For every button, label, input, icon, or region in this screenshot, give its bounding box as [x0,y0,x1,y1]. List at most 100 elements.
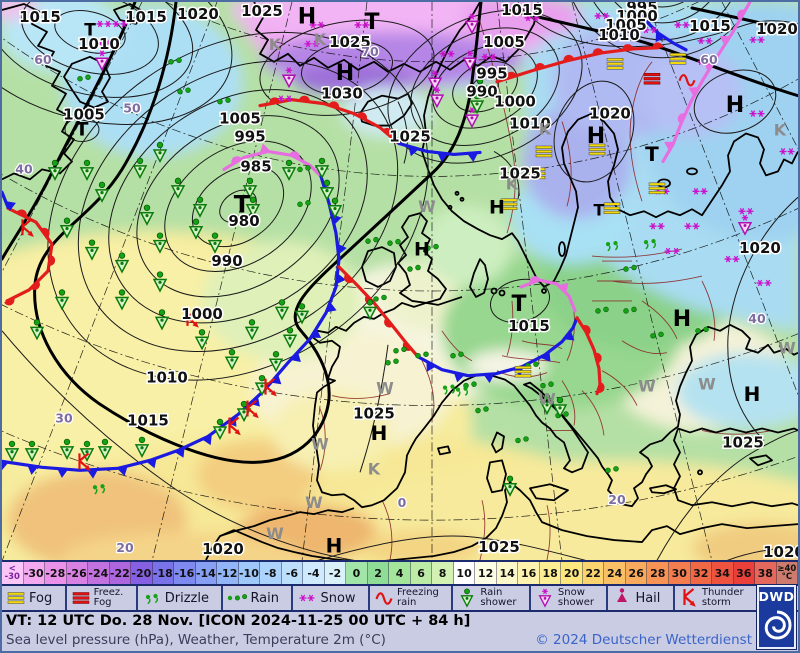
front-warm [495,42,664,84]
pressure-label: 980 [228,212,259,230]
temp-scale-cell: 14 [496,562,519,584]
temp-scale-cell: 32 [690,562,713,584]
temp-scale-cell: 16 [518,562,540,584]
legend-item-thunderstorm: Thunder storm [675,586,756,610]
pressure-label: 1015 [19,8,61,26]
wx-fog-symbol [603,202,621,214]
airmass-W: W [266,524,284,543]
pressure-label: 1020 [202,540,244,558]
high-center-H: H [336,61,354,86]
pressure-label: 1015 [689,17,731,35]
high-center-H: H [587,124,605,149]
graticule-label: 60 [700,52,718,67]
pressure-label: 1020 [589,105,631,123]
pressure-label: 1025 [389,128,431,146]
graticule-label: 60 [34,52,52,67]
temp-scale-cell: -30 [23,562,46,584]
graticule-label: 30 [55,411,73,426]
dwd-logo-text: DWD [758,589,795,604]
temp-scale-cell: 12 [475,562,497,584]
temp-scale-cell: -16 [174,562,196,584]
pressure-label: 1025 [329,33,371,51]
legend-item-rain: Rain [223,586,294,610]
pressure-label: 1015 [127,412,169,430]
pressure-label: 1005 [63,106,105,124]
airmass-K: K [368,459,381,478]
airmass-W: W [376,379,394,398]
country-borders [319,21,773,560]
pressure-label: 1000 [494,93,536,111]
pressure-label: 1005 [605,16,647,34]
graticule-label: 40 [748,311,766,326]
subtitle-line: Sea level pressure (hPa), Weather, Tempe… [2,632,798,651]
airmass-W: W [418,197,436,216]
pressure-label: 995 [626,2,657,16]
temperature-field [2,2,798,560]
temp-scale-cell: 36 [733,562,756,584]
snow-icon [296,587,318,609]
pressure-label: 1010 [146,369,188,387]
temp-scale-cell: 28 [647,562,669,584]
pressure-label: 1020 [177,5,219,23]
high-center-H: H [744,382,761,406]
front-cold [2,190,16,212]
copyright-text: © 2024 Deutscher Wetterdienst [535,632,752,648]
temp-scale-cell: -8 [260,562,282,584]
airmass-K: K [269,35,282,54]
temp-scale-cell: -22 [109,562,132,584]
wx-fog-symbol [606,58,624,70]
valid-time-text: VT: 12 UTC Do. 28 Nov. [ICON 2024-11-25 … [6,613,471,629]
low-center-T: T [364,10,379,35]
temp-scale-cell: -10 [238,562,261,584]
temp-scale-cell: 4 [389,562,411,584]
legend-item-label: Fog [29,590,53,606]
pressure-label: 995 [476,65,507,83]
temp-scale-cell: 20 [561,562,583,584]
rain-shower-icon [456,587,478,609]
pressure-label: 1015 [501,2,543,19]
pressure-label: 985 [240,157,271,175]
temp-scale-cell: -6 [281,562,304,584]
legend-item-snow-shower: Snow shower [531,586,609,610]
airmass-K: K [506,174,519,193]
wx-fog-symbol [514,365,532,378]
pressure-label: 1025 [353,405,395,423]
weather-legend: Fog Freez. Fog Drizzle Rain Snow Freezing rai… [2,586,798,612]
legend-item-label: Snow [320,590,356,606]
temp-scale-cell: 10 [453,562,476,584]
airmass-W: W [305,493,323,512]
temp-scale-cell: 18 [539,562,562,584]
high-center-H: H [414,238,430,260]
graticule-label: 0 [398,495,407,510]
front-cold [628,2,688,52]
legend-item-label: Freez. Fog [93,587,124,608]
pressure-label: 1025 [499,164,541,182]
high-center-H: H [673,307,691,332]
high-center-H: H [489,196,505,218]
legend-item-freezing-rain: Freezing rain [370,586,454,610]
pressure-label: 1030 [321,85,363,103]
legend-item-freezing-fog: Freez. Fog [67,586,138,610]
pressure-label: 1005 [483,33,525,51]
pressure-label: 1015 [125,8,167,26]
pressure-label: 1020 [756,20,798,38]
pressure-label: 1015 [508,317,550,335]
pressure-label: 1010 [78,35,120,53]
front-occluded [661,2,752,164]
temp-scale-cell: -20 [131,562,153,584]
low-center-T: T [76,119,89,141]
valid-time-line: VT: 12 UTC Do. 28 Nov. [ICON 2024-11-25 … [2,612,798,632]
temp-scale-cell: -18 [152,562,175,584]
legend-item-rain-shower: Rain shower [453,586,531,610]
temp-scale-cell: 26 [625,562,648,584]
pressure-label: 1025 [478,538,520,556]
temp-scale-cell: -28 [45,562,67,584]
subtitle-text: Sea level pressure (hPa), Weather, Tempe… [6,632,386,648]
graticule-label: 50 [123,101,141,116]
airmass-W: W [538,390,556,409]
rain-icon [226,587,248,609]
legend-item-snow: Snow [293,586,370,610]
